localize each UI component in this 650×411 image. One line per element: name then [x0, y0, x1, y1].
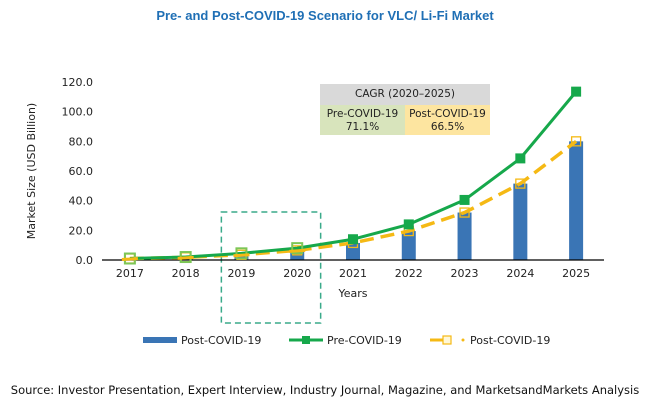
- x-axis-title: Years: [337, 287, 367, 300]
- legend-label: Pre-COVID-19: [327, 333, 402, 347]
- bar-2023: [457, 212, 472, 260]
- x-tick-label: 2018: [172, 267, 200, 280]
- pre-covid-marker: [235, 247, 248, 260]
- cagr-pre-value: 71.1%: [345, 121, 380, 133]
- x-tick-label: 2019: [227, 267, 255, 280]
- legend-label: Post-COVID-19: [181, 333, 262, 347]
- y-tick-label: 60.0: [69, 165, 94, 178]
- y-tick-label: 100.0: [62, 106, 94, 119]
- x-tick-label: 2025: [562, 267, 590, 280]
- post-covid-marker: [515, 178, 526, 189]
- x-tick-label: 2017: [116, 267, 144, 280]
- x-tick-label: 2024: [506, 267, 534, 280]
- y-axis-title: Market Size (USD Billion): [25, 103, 38, 239]
- cagr-post-label: Post-COVID-19: [409, 108, 486, 120]
- legend-dashed-swatch-icon: [430, 335, 465, 345]
- cagr-post-value: 66.5%: [430, 121, 465, 133]
- y-tick-label: 80.0: [69, 135, 94, 148]
- cagr-post-covid-cell: Post-COVID-19 66.5%: [405, 105, 490, 135]
- bar-series: [122, 141, 584, 260]
- post-covid-marker: [570, 136, 582, 147]
- post-covid-overlap-segment: [121, 257, 138, 262]
- pre-covid-marker: [459, 194, 470, 205]
- pre-covid-line-series: [121, 86, 582, 265]
- legend-label: Post-COVID-19: [470, 333, 551, 347]
- pre-covid-marker: [515, 153, 526, 164]
- y-axis-title-group: Market Size (USD Billion): [25, 103, 38, 239]
- cagr-pre-covid-cell: Pre-COVID-19 71.1%: [320, 105, 405, 135]
- y-tick-label: 0.0: [76, 254, 94, 267]
- legend-line-swatch-icon: [289, 336, 323, 344]
- cagr-pre-label: Pre-COVID-19: [326, 108, 399, 120]
- post-covid-overlap-segment: [289, 248, 306, 253]
- bar-2025: [569, 141, 584, 260]
- legend-item-post-covid-bar: Post-COVID-19: [143, 331, 261, 349]
- y-axis-ticks: 0.0 20.0 40.0 60.0 80.0 100.0 120.0: [62, 76, 94, 267]
- cagr-row: Pre-COVID-19 71.1% Post-COVID-19 66.5%: [320, 105, 490, 135]
- y-tick-label: 120.0: [62, 76, 94, 89]
- post-covid-overlap-segment: [177, 255, 194, 260]
- pre-covid-marker: [348, 234, 358, 245]
- y-tick-label: 40.0: [69, 195, 94, 208]
- x-tick-label: 2023: [451, 267, 479, 280]
- post-covid-marker: [459, 207, 470, 218]
- pre-covid-marker: [403, 219, 414, 230]
- cagr-header: CAGR (2020–2025): [320, 84, 490, 105]
- x-tick-label: 2020: [283, 267, 311, 280]
- x-tick-label: 2021: [339, 267, 367, 280]
- highlight-box-group: [220, 211, 322, 324]
- legend-item-post-covid-dashed: Post-COVID-19: [430, 331, 550, 349]
- pre-covid-marker: [571, 86, 582, 97]
- legend-item-pre-covid-line: Pre-COVID-19: [289, 331, 402, 349]
- source-note: Source: Investor Presentation, Expert In…: [10, 383, 640, 397]
- covid-period-highlight-box: [220, 211, 322, 324]
- cagr-table: CAGR (2020–2025) Pre-COVID-19 71.1% Post…: [320, 84, 490, 135]
- x-axis-ticks: 2017 2018 2019 2020 2021 2022 2023 2024 2025: [116, 267, 590, 280]
- y-tick-label: 20.0: [69, 224, 94, 237]
- pre-covid-marker: [291, 242, 304, 255]
- bar-2024: [513, 183, 528, 260]
- legend: Post-COVID-19 Pre-COVID-19 Post-COVID-19: [0, 331, 650, 349]
- x-tick-label: 2022: [395, 267, 423, 280]
- bar-2022: [401, 231, 416, 260]
- chart-title: Pre- and Post-COVID-19 Scenario for VLC/…: [156, 8, 494, 23]
- post-covid-overlap-segment: [233, 253, 250, 258]
- legend-bar-swatch-icon: [143, 337, 177, 343]
